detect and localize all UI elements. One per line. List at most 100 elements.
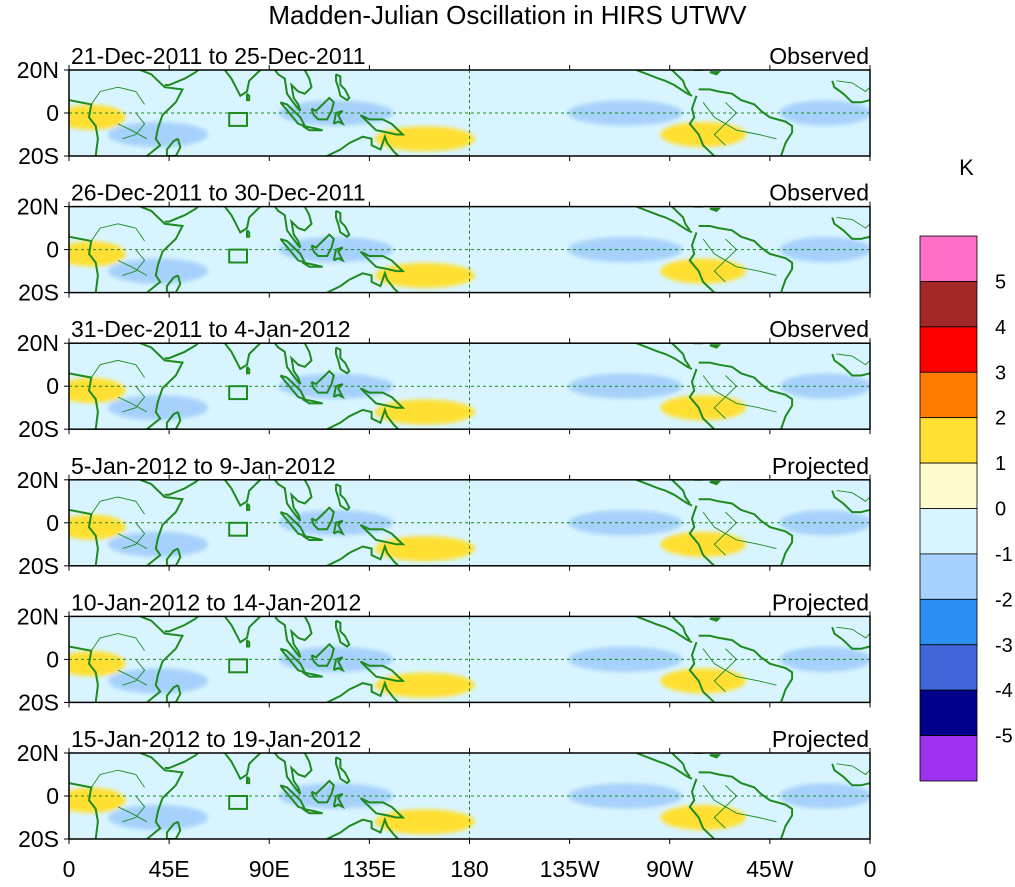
latitude-label: 20S	[18, 280, 59, 306]
coastlines	[69, 479, 870, 566]
background-anomaly	[660, 531, 747, 557]
map-panel: 20N 0 20S 26-Dec-2011 to 30-Dec-2011 Observe…	[17, 180, 871, 306]
colorbar-label: -3	[995, 635, 1013, 657]
latitude-label: 0	[46, 373, 59, 399]
latitude-label: 20S	[18, 553, 59, 579]
background-anomaly	[107, 531, 209, 557]
background-anomaly	[69, 377, 126, 404]
background-anomaly	[660, 258, 747, 284]
colorbar-swatch	[919, 735, 978, 782]
background-anomaly	[69, 651, 126, 677]
panel-date-range: 10-Jan-2012 to 14-Jan-2012	[71, 589, 361, 615]
map-panel: 20N 0 20S 21-Dec-2011 to 25-Dec-2011 Observe…	[17, 43, 871, 169]
colorbar-swatch	[919, 462, 978, 509]
coastlines	[69, 343, 870, 430]
background-anomaly	[568, 783, 683, 809]
colorbar-label: -5	[995, 726, 1013, 748]
colorbar-swatch	[919, 689, 978, 736]
background-anomaly	[660, 395, 747, 421]
panel-date-range: 21-Dec-2011 to 25-Dec-2011	[71, 43, 366, 69]
background-anomaly	[568, 510, 683, 536]
background-anomaly	[107, 804, 209, 831]
latitude-label: 20S	[18, 826, 59, 852]
background-anomaly	[107, 121, 209, 148]
latitude-label: 20S	[18, 689, 59, 715]
colorbar-swatch	[919, 553, 978, 600]
background-anomaly	[660, 121, 747, 148]
colorbar-label: 0	[995, 499, 1006, 521]
colorbar-label: 2	[995, 408, 1006, 430]
background-anomaly	[779, 100, 870, 126]
units-label: K	[959, 155, 974, 180]
background-anomaly	[779, 783, 870, 809]
latitude-label: 20S	[18, 143, 59, 169]
colorbar-swatch	[919, 326, 978, 373]
colorbar-label: 1	[995, 453, 1006, 475]
coastlines	[69, 753, 870, 839]
latitude-label: 20N	[17, 740, 59, 766]
latitude-label: 20N	[17, 603, 59, 629]
background-anomaly	[568, 100, 683, 126]
longitude-label: 90E	[249, 856, 290, 882]
latitude-label: 20N	[17, 57, 59, 83]
latitude-label: 0	[46, 237, 59, 263]
background-anomaly	[69, 514, 126, 540]
background-anomaly	[107, 668, 209, 694]
map-panel: 20N 0 20S 5-Jan-2012 to 9-Jan-2012 Projected	[17, 453, 871, 579]
colorbar-label: -2	[995, 589, 1013, 611]
latitude-label: 20N	[17, 467, 59, 493]
colorbar-swatch	[919, 508, 978, 555]
panel-date-range: 31-Dec-2011 to 4-Jan-2012	[71, 316, 351, 342]
background-anomaly	[107, 258, 209, 284]
latitude-label: 0	[46, 100, 59, 126]
colorbar-label: 3	[995, 362, 1006, 384]
colorbar-label: 5	[995, 271, 1006, 293]
colorbar-swatch	[919, 281, 978, 328]
coastlines	[69, 616, 870, 703]
background-anomaly	[779, 646, 870, 672]
longitude-label: 135E	[343, 856, 397, 882]
map-panel: 20N 0 20S 10-Jan-2012 to 14-Jan-2012 Project…	[17, 589, 871, 715]
latitude-label: 20N	[17, 194, 59, 220]
panel-status: Projected	[772, 453, 869, 479]
longitude-label: 90W	[646, 856, 694, 882]
background-anomaly	[779, 510, 870, 536]
longitude-axis: 0 45E 90E 135E 180 135W 90W 45W 0	[63, 856, 877, 882]
longitude-label: 0	[63, 856, 76, 882]
map-panel: 20N 0 20S 31-Dec-2011 to 4-Jan-2012 Observed	[17, 316, 871, 442]
colorbar-label: 4	[995, 317, 1006, 339]
background-anomaly	[660, 804, 747, 831]
colorbar-swatch	[919, 644, 978, 691]
map-panel: 20N 0 20S 15-Jan-2012 to 19-Jan-2012 Project…	[17, 726, 871, 852]
background-anomaly	[568, 373, 683, 399]
latitude-label: 0	[46, 783, 59, 809]
latitude-label: 20S	[18, 416, 59, 442]
panel-status: Observed	[769, 43, 869, 69]
figure-title: Madden-Julian Oscillation in HIRS UTWV	[268, 0, 747, 30]
panel-status: Projected	[772, 589, 869, 615]
latitude-label: 20N	[17, 330, 59, 356]
colorbar-label: -4	[995, 680, 1013, 702]
background-anomaly	[69, 787, 126, 813]
background-anomaly	[779, 237, 870, 263]
panel-date-range: 5-Jan-2012 to 9-Jan-2012	[71, 453, 336, 479]
longitude-label: 180	[450, 856, 488, 882]
panel-date-range: 26-Dec-2011 to 30-Dec-2011	[71, 180, 366, 206]
background-anomaly	[779, 373, 870, 399]
colorbar-swatch	[919, 235, 978, 282]
colorbar: 5 4 3 2 1 0 -1 -2 -3 -4 -5 K	[919, 155, 1013, 782]
coastlines	[69, 70, 870, 156]
coastlines	[69, 206, 870, 293]
colorbar-swatch	[919, 371, 978, 419]
panel-status: Projected	[772, 726, 869, 752]
longitude-label: 45W	[746, 856, 794, 882]
background-anomaly	[568, 646, 683, 672]
background-anomaly	[69, 241, 126, 267]
latitude-label: 0	[46, 646, 59, 672]
colorbar-swatch	[919, 598, 978, 646]
background-anomaly	[568, 237, 683, 263]
longitude-label: 135W	[540, 856, 600, 882]
longitude-label: 45E	[149, 856, 190, 882]
background-anomaly	[660, 668, 747, 694]
